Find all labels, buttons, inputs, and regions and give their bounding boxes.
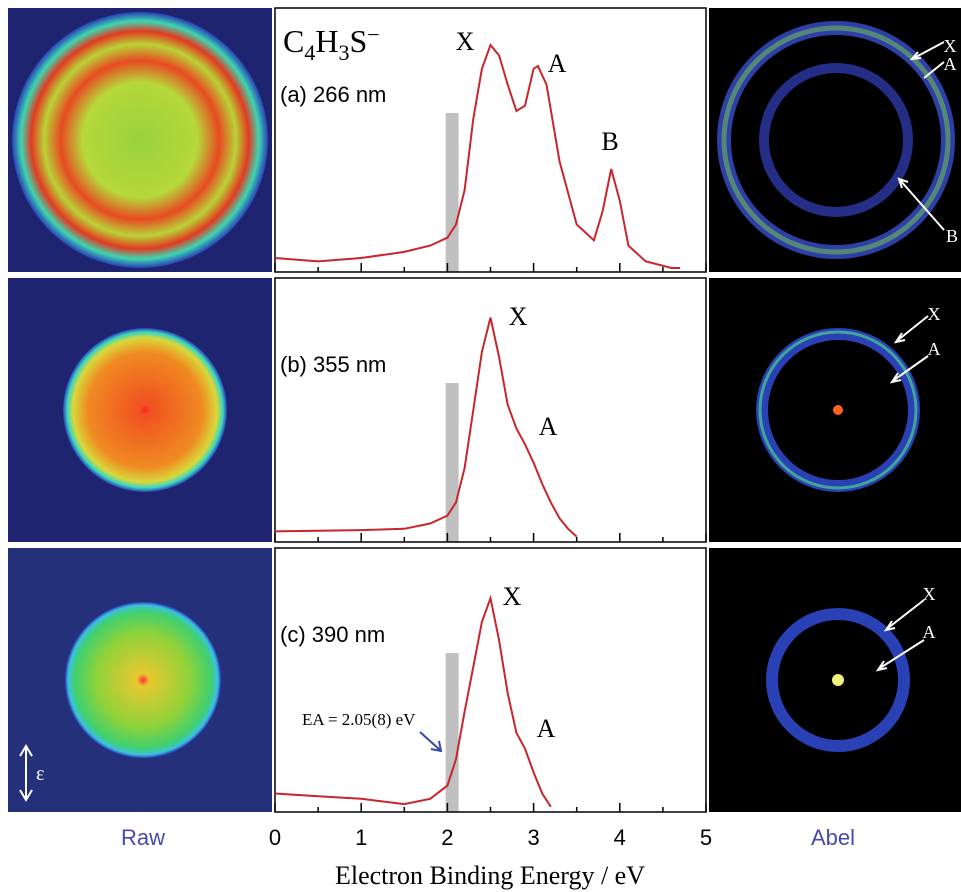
x-tick-label: 3 [527, 825, 539, 850]
x-tick-label: 2 [441, 825, 453, 850]
x-axis-title: Electron Binding Energy / eV [335, 861, 645, 890]
spectrum-line [274, 43, 681, 269]
image-label: X [944, 36, 957, 56]
peak-label: X [509, 302, 528, 331]
abel-ring [758, 330, 918, 490]
peak-label: A [539, 412, 558, 441]
image-label: A [944, 54, 957, 74]
ea-annotation: EA = 2.05(8) eV [302, 710, 416, 729]
highlight-band [445, 113, 459, 272]
abel-center [832, 674, 844, 686]
abel-center [833, 405, 843, 415]
panel-title: (b) 355 nm [280, 352, 386, 377]
peak-label: X [456, 27, 475, 56]
abel-label: Abel [811, 825, 855, 850]
panel-frame [274, 547, 707, 813]
abel-image [709, 8, 961, 272]
x-tick-label: 5 [700, 825, 712, 850]
raw-images: ε [8, 8, 272, 812]
panel-title: (a) 266 nm [280, 82, 386, 107]
abel-ring [759, 63, 913, 217]
spectrum-line [274, 594, 552, 808]
image-label: X [928, 304, 941, 324]
image-label: B [946, 226, 958, 246]
x-tick-label: 0 [269, 825, 281, 850]
ea-arrow [419, 731, 443, 753]
panel-title: (c) 390 nm [280, 622, 385, 647]
peak-label: B [601, 127, 618, 156]
raw-disk [65, 602, 221, 758]
polarization-arrowheads [19, 744, 33, 802]
spectrum-line [274, 317, 578, 538]
peak-label: A [537, 714, 556, 743]
x-tick-label: 1 [355, 825, 367, 850]
abel-images [709, 8, 961, 812]
molecule-label: C4H3S− [283, 22, 380, 65]
abel-ring [721, 25, 951, 255]
x-tick-label: 4 [614, 825, 626, 850]
image-label: X [923, 584, 936, 604]
raw-disk [63, 328, 227, 492]
abel-ring [756, 328, 920, 492]
highlight-band [445, 653, 459, 812]
abel-arrows [875, 41, 945, 672]
image-label: A [928, 339, 941, 359]
image-label: A [923, 622, 936, 642]
peak-label: A [548, 49, 567, 78]
raw-label: Raw [121, 825, 165, 850]
highlight-band [445, 383, 459, 542]
peak-label: X [503, 582, 522, 611]
polarization-label: ε [36, 763, 44, 785]
raw-disk [12, 12, 268, 268]
abel-ring [766, 608, 910, 752]
